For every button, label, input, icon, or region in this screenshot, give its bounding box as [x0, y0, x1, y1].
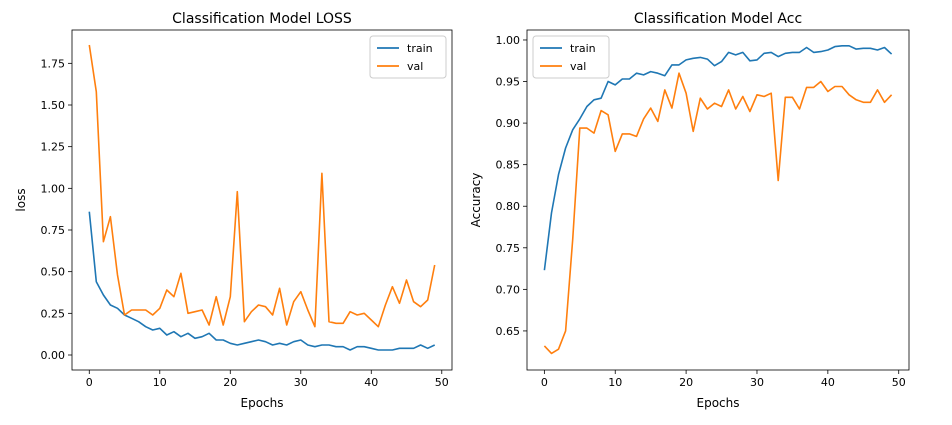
legend-label-val: val: [407, 60, 423, 73]
legend: train val: [369, 35, 447, 79]
y-axis-label: loss: [14, 188, 28, 211]
x-tick-label: 40: [364, 376, 378, 389]
series-line-val: [88, 44, 436, 328]
loss-chart: Classification Model LOSS 0 10 20 30 40 50 0.00…: [14, 11, 453, 410]
legend: train val: [532, 35, 610, 79]
x-axis-label: Epochs: [697, 396, 740, 410]
x-tick-label: 0: [86, 376, 93, 389]
y-tick-label: 0.85: [496, 159, 521, 172]
x-tick-label: 20: [223, 376, 237, 389]
series-line-train: [543, 44, 893, 271]
x-tick-label: 20: [679, 376, 693, 389]
plot-frame: [526, 29, 910, 371]
y-axis-label: Accuracy: [469, 173, 483, 228]
legend-box: [532, 35, 610, 79]
y-tick-label: 0.95: [496, 76, 521, 89]
x-tick-label: 40: [821, 376, 835, 389]
y-tick-label: 1.00: [41, 182, 66, 195]
y-tick-label: 0.90: [496, 117, 521, 130]
series-line-val: [543, 72, 893, 355]
x-tick-label: 30: [294, 376, 308, 389]
x-axis-label: Epochs: [241, 396, 284, 410]
y-tick-label: 0.25: [41, 307, 66, 320]
accuracy-chart: Classification Model Acc 0 10 20 30 40 50 0.65 0…: [469, 11, 910, 410]
chart-title: Classification Model LOSS: [172, 11, 352, 27]
chart-title: Classification Model Acc: [634, 11, 802, 27]
y-tick-label: 0.75: [496, 242, 521, 255]
y-tick-label: 1.75: [41, 57, 66, 70]
x-tick-label: 30: [750, 376, 764, 389]
x-tick-label: 0: [541, 376, 548, 389]
x-tick-label: 50: [435, 376, 449, 389]
y-tick-label: 0.50: [41, 266, 66, 279]
x-tick-label: 10: [153, 376, 167, 389]
y-tick-label: 1.50: [41, 99, 66, 112]
plot-frame: [71, 29, 453, 371]
y-tick-label: 0.70: [496, 283, 521, 296]
legend-label-train: train: [570, 42, 596, 55]
x-tick-label: 50: [892, 376, 906, 389]
y-tick-label: 1.25: [41, 141, 66, 154]
y-tick-label: 0.00: [41, 349, 66, 362]
x-tick-label: 10: [608, 376, 622, 389]
legend-label-val: val: [570, 60, 586, 73]
y-tick-label: 1.00: [496, 34, 521, 47]
series-line-train: [88, 211, 436, 351]
legend-box: [369, 35, 447, 79]
y-tick-label: 0.75: [41, 224, 66, 237]
legend-label-train: train: [407, 42, 433, 55]
y-tick-label: 0.80: [496, 200, 521, 213]
y-tick-label: 0.65: [496, 325, 521, 338]
